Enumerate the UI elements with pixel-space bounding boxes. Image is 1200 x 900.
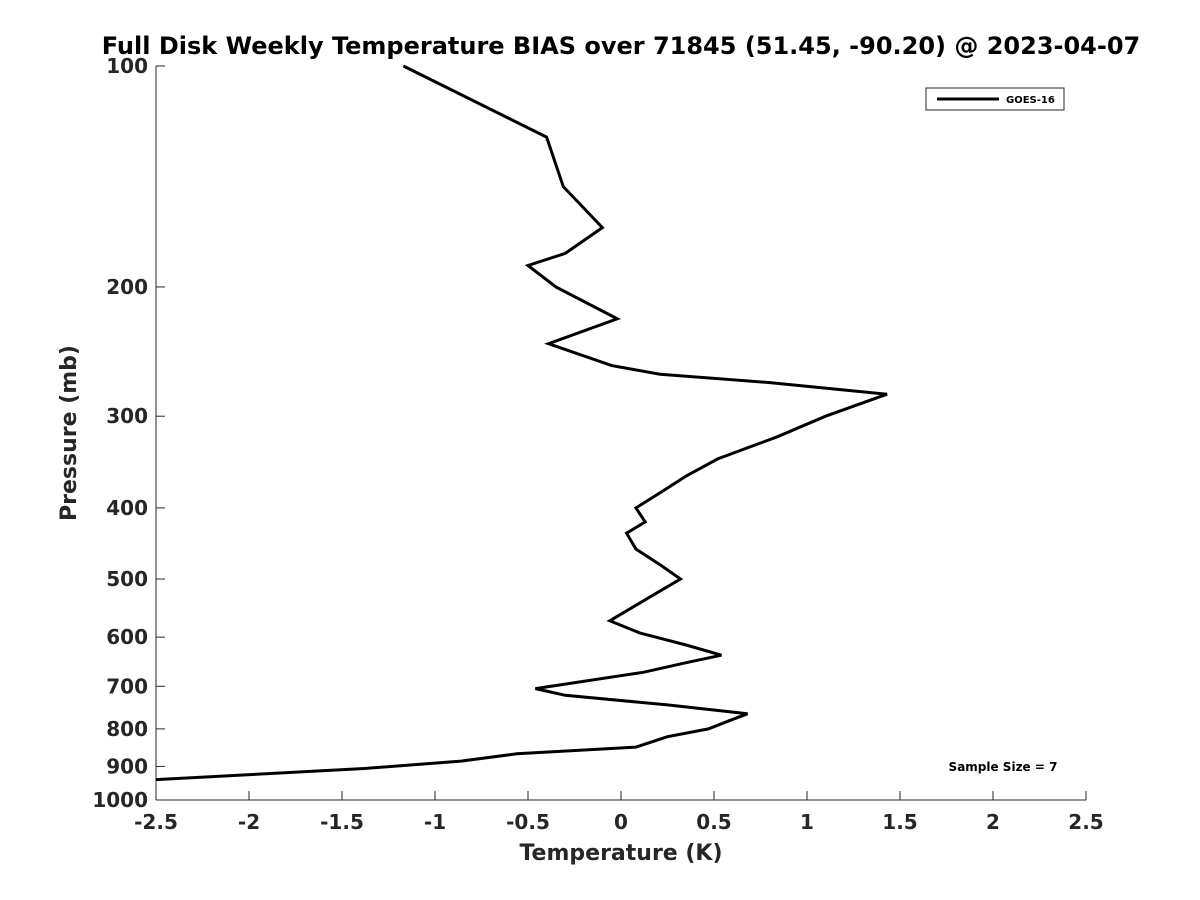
x-tick-label: -2 <box>238 810 260 834</box>
sample-size-annotation: Sample Size = 7 <box>949 760 1058 774</box>
x-tick-label: 2.5 <box>1068 810 1103 834</box>
y-tick-label: 600 <box>106 625 148 649</box>
y-tick-label: 1000 <box>92 788 148 812</box>
y-axis-label: Pressure (mb) <box>57 345 82 521</box>
y-ticks: 100 200 300 400 500 600 700 800 900 1000 <box>92 54 165 812</box>
y-tick-label: 300 <box>106 404 148 428</box>
x-tick-label: 0 <box>614 810 628 834</box>
x-tick-label: -0.5 <box>506 810 550 834</box>
y-tick-label: 500 <box>106 567 148 591</box>
series-line-goes-16 <box>155 64 888 782</box>
x-tick-label: -1.5 <box>320 810 364 834</box>
x-tick-label: 0.5 <box>696 810 731 834</box>
x-tick-label: -1 <box>424 810 446 834</box>
x-tick-label: 1 <box>800 810 814 834</box>
series-layer <box>155 64 888 782</box>
x-axis-label: Temperature (K) <box>519 841 722 866</box>
y-tick-label: 800 <box>106 717 148 741</box>
x-tick-label: -2.5 <box>134 810 178 834</box>
chart-title: Full Disk Weekly Temperature BIAS over 7… <box>102 32 1141 60</box>
y-tick-label: 900 <box>106 754 148 778</box>
x-tick-label: 1.5 <box>882 810 917 834</box>
x-ticks: -2.5 -2 -1.5 -1 -0.5 0 0.5 1 1.5 2 2.5 <box>134 791 1104 834</box>
y-tick-label: 100 <box>106 54 148 78</box>
legend: GOES-16 <box>925 87 1065 111</box>
y-tick-label: 200 <box>106 275 148 299</box>
y-tick-label: 400 <box>106 496 148 520</box>
y-tick-label: 700 <box>106 674 148 698</box>
legend-label-goes-16: GOES-16 <box>1006 95 1055 106</box>
x-tick-label: 2 <box>986 810 1000 834</box>
